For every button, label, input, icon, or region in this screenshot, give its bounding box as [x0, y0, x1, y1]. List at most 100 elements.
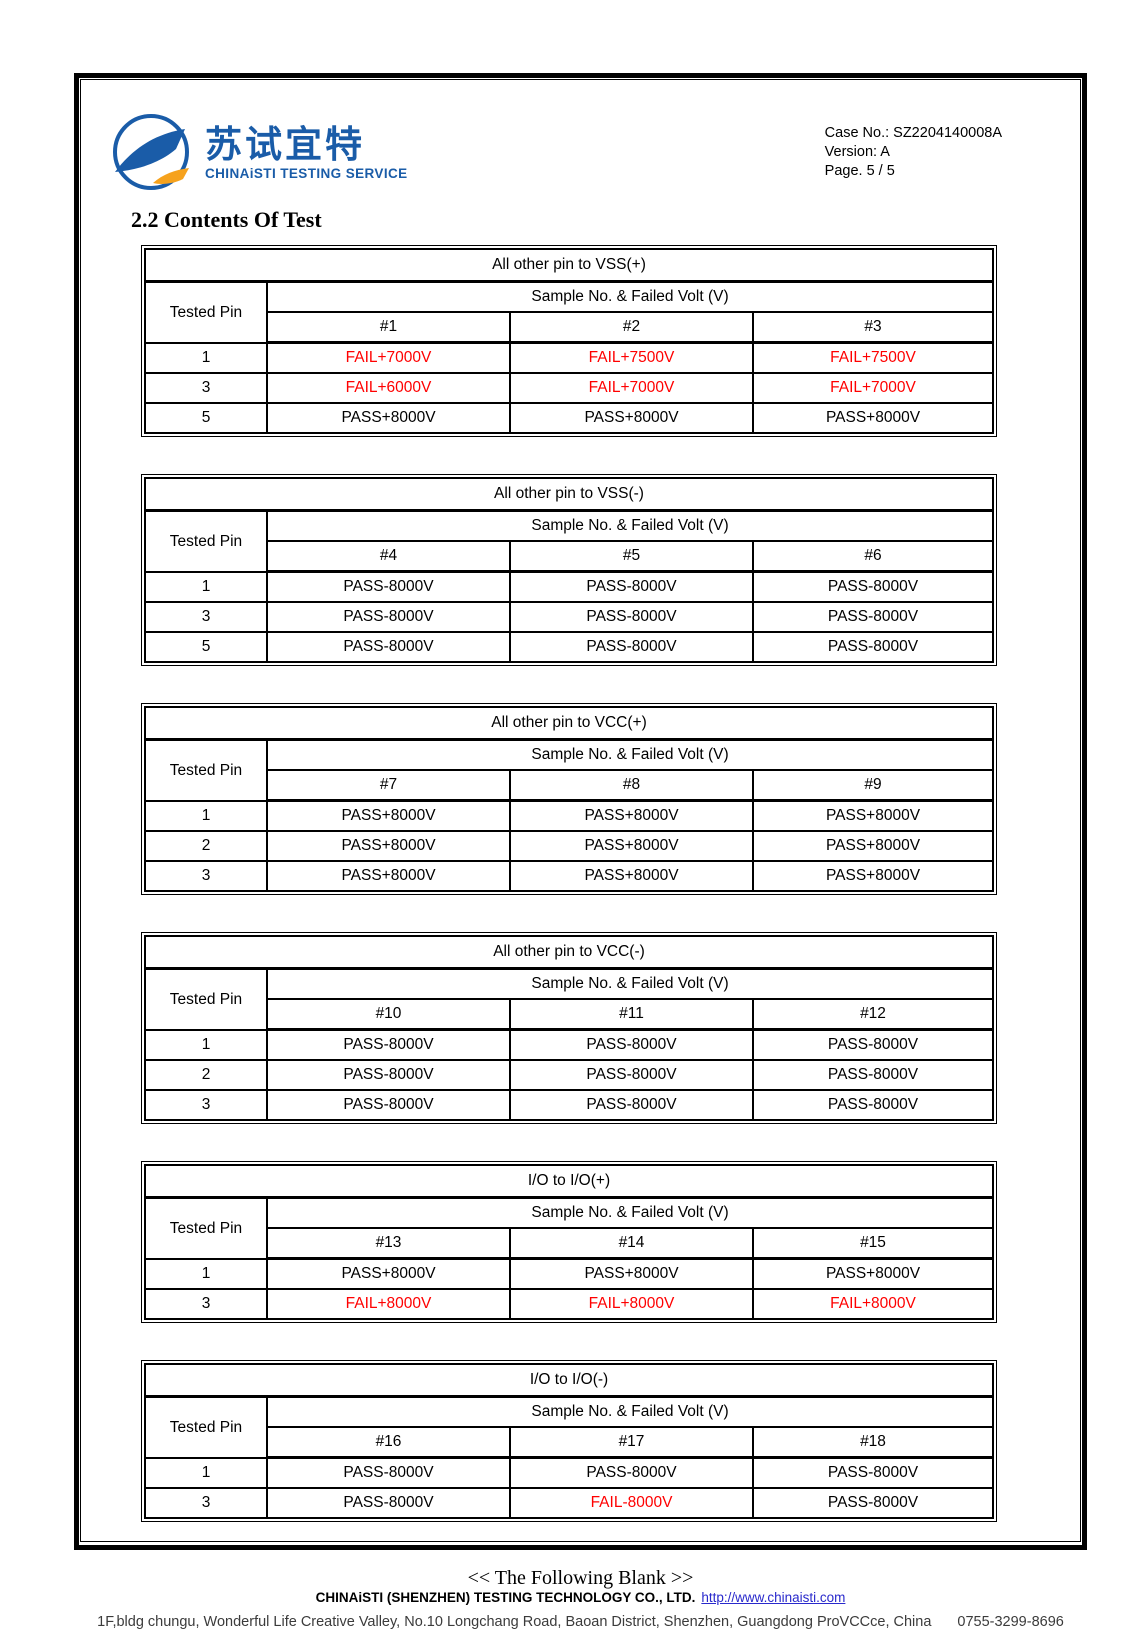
test-table-grid: I/O to I/O(+) Tested Pin Sample No. & Fail… — [144, 1164, 994, 1320]
footer-address-line: 1F,bldg chungu, Wonderful Life Creative … — [81, 1614, 1080, 1630]
case-number: Case No.: SZ2204140008A — [824, 125, 1002, 141]
result-cell: PASS+8000V — [509, 799, 754, 832]
table-row: 1 PASS-8000V PASS-8000V PASS-8000V — [144, 570, 994, 603]
sample-volt-header: Sample No. & Failed Volt (V) — [266, 738, 994, 771]
table-title: All other pin to VSS(+) — [144, 248, 994, 283]
pin-cell: 1 — [144, 1257, 268, 1290]
table-row: 1 PASS-8000V PASS-8000V PASS-8000V — [144, 1028, 994, 1061]
test-table: All other pin to VCC(+) Tested Pin Sample … — [141, 703, 997, 895]
case-info: Case No.: SZ2204140008A Version: A Page.… — [825, 124, 1002, 181]
tested-pin-header: Tested Pin — [144, 967, 268, 1031]
tested-pin-header: Tested Pin — [144, 1395, 268, 1459]
sample-id: #17 — [509, 1426, 754, 1459]
result-cell: FAIL+7500V — [509, 341, 754, 374]
result-cell: PASS+8000V — [266, 830, 511, 862]
page-number: Page. 5 / 5 — [824, 163, 895, 179]
result-cell: PASS+8000V — [266, 1257, 511, 1290]
result-cell: PASS+8000V — [752, 830, 994, 862]
result-cell: PASS-8000V — [509, 1456, 754, 1489]
sample-id: #6 — [752, 540, 994, 573]
table-title: All other pin to VCC(-) — [144, 935, 994, 970]
closing-note: << The Following Blank >> — [467, 1567, 694, 1589]
sample-id: #15 — [752, 1227, 994, 1260]
footer-website-link[interactable]: http://www.chinaisti.com — [701, 1590, 846, 1605]
sample-id: #5 — [509, 540, 754, 573]
sample-id: #4 — [266, 540, 511, 573]
test-table-grid: All other pin to VSS(+) Tested Pin Sample … — [144, 248, 994, 434]
result-cell: PASS+8000V — [266, 860, 511, 892]
table-title: All other pin to VCC(+) — [144, 706, 994, 741]
tested-pin-header: Tested Pin — [144, 1196, 268, 1260]
tested-pin-header: Tested Pin — [144, 280, 268, 344]
table-row: 5 PASS+8000V PASS+8000V PASS+8000V — [144, 402, 994, 434]
result-cell: PASS+8000V — [266, 402, 511, 434]
result-cell: FAIL+8000V — [509, 1288, 754, 1320]
result-cell: FAIL+6000V — [266, 372, 511, 404]
table-row: 2 PASS+8000V PASS+8000V PASS+8000V — [144, 830, 994, 862]
pin-cell: 3 — [144, 1089, 268, 1121]
result-cell: PASS-8000V — [509, 631, 754, 663]
page-border: 苏试宜特 CHINAiSTI TESTING SERVICE Case No.:… — [74, 73, 1087, 1630]
result-cell: PASS+8000V — [752, 1257, 994, 1290]
sample-id: #8 — [509, 769, 754, 802]
result-cell: PASS-8000V — [752, 570, 994, 603]
sample-volt-header: Sample No. & Failed Volt (V) — [266, 1395, 994, 1428]
result-cell: PASS-8000V — [752, 1089, 994, 1121]
sample-id: #18 — [752, 1426, 994, 1459]
result-cell: PASS-8000V — [266, 1456, 511, 1489]
sample-id: #7 — [266, 769, 511, 802]
result-cell: FAIL+7000V — [266, 341, 511, 374]
sample-id: #13 — [266, 1227, 511, 1260]
sample-id: #9 — [752, 769, 994, 802]
sample-volt-header: Sample No. & Failed Volt (V) — [266, 967, 994, 1000]
result-cell: PASS+8000V — [509, 830, 754, 862]
result-cell: PASS+8000V — [509, 860, 754, 892]
result-cell: PASS-8000V — [266, 570, 511, 603]
sample-id: #11 — [509, 998, 754, 1031]
result-cell: PASS+8000V — [752, 799, 994, 832]
table-row: 1 FAIL+7000V FAIL+7500V FAIL+7500V — [144, 341, 994, 374]
result-cell: PASS-8000V — [752, 631, 994, 663]
result-cell: PASS+8000V — [266, 799, 511, 832]
pin-cell: 5 — [144, 402, 268, 434]
sample-volt-header: Sample No. & Failed Volt (V) — [266, 280, 994, 313]
pin-cell: 3 — [144, 860, 268, 892]
result-cell: FAIL+8000V — [266, 1288, 511, 1320]
footer-phone: 0755-3299-8696 — [957, 1614, 1064, 1630]
result-cell: PASS-8000V — [509, 570, 754, 603]
result-cell: PASS+8000V — [509, 1257, 754, 1290]
result-cell: FAIL+7000V — [509, 372, 754, 404]
result-cell: FAIL+7500V — [752, 341, 994, 374]
footer-company-name: CHINAiSTI (SHENZHEN) TESTING TECHNOLOGY … — [315, 1590, 696, 1605]
table-row: 2 PASS-8000V PASS-8000V PASS-8000V — [144, 1059, 994, 1091]
company-logo: 苏试宜特 CHINAiSTI TESTING SERVICE — [109, 110, 408, 197]
result-cell: PASS-8000V — [752, 1487, 994, 1519]
document-header: 苏试宜特 CHINAiSTI TESTING SERVICE Case No.:… — [81, 80, 1080, 197]
logo-text: 苏试宜特 CHINAiSTI TESTING SERVICE — [205, 125, 408, 182]
pin-cell: 3 — [144, 601, 268, 633]
pin-cell: 1 — [144, 799, 268, 832]
result-cell: PASS+8000V — [509, 402, 754, 434]
table-row: 1 PASS-8000V PASS-8000V PASS-8000V — [144, 1456, 994, 1489]
table-title: I/O to I/O(+) — [144, 1164, 994, 1199]
test-tables: All other pin to VSS(+) Tested Pin Sample … — [81, 245, 1080, 1559]
page: 苏试宜特 CHINAiSTI TESTING SERVICE Case No.:… — [80, 79, 1081, 1630]
table-row: 3 PASS-8000V FAIL-8000V PASS-8000V — [144, 1487, 994, 1519]
pin-cell: 5 — [144, 631, 268, 663]
result-cell: FAIL-8000V — [509, 1487, 754, 1519]
result-cell: PASS-8000V — [509, 1059, 754, 1091]
pin-cell: 1 — [144, 1028, 268, 1061]
sample-id: #12 — [752, 998, 994, 1031]
sample-id: #16 — [266, 1426, 511, 1459]
pin-cell: 2 — [144, 830, 268, 862]
table-row: 1 PASS+8000V PASS+8000V PASS+8000V — [144, 799, 994, 832]
result-cell: PASS-8000V — [266, 1059, 511, 1091]
pin-cell: 3 — [144, 1487, 268, 1519]
result-cell: PASS-8000V — [266, 1028, 511, 1061]
test-table: I/O to I/O(-) Tested Pin Sample No. & Fail… — [141, 1360, 997, 1522]
table-row: 3 FAIL+8000V FAIL+8000V FAIL+8000V — [144, 1288, 994, 1320]
test-table: All other pin to VCC(-) Tested Pin Sample … — [141, 932, 997, 1124]
result-cell: PASS-8000V — [752, 1456, 994, 1489]
test-table: All other pin to VSS(-) Tested Pin Sample … — [141, 474, 997, 666]
footer-address: 1F,bldg chungu, Wonderful Life Creative … — [97, 1614, 932, 1630]
